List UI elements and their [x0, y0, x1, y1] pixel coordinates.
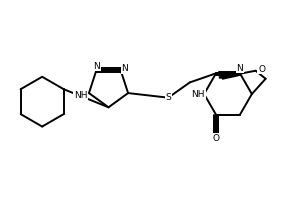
- Text: O: O: [212, 134, 220, 143]
- Text: N: N: [93, 62, 100, 71]
- Text: S: S: [165, 93, 171, 102]
- Text: O: O: [258, 65, 265, 74]
- Text: NH: NH: [74, 91, 87, 100]
- Text: N: N: [236, 64, 243, 73]
- Text: N: N: [121, 64, 128, 73]
- Text: NH: NH: [191, 90, 205, 99]
